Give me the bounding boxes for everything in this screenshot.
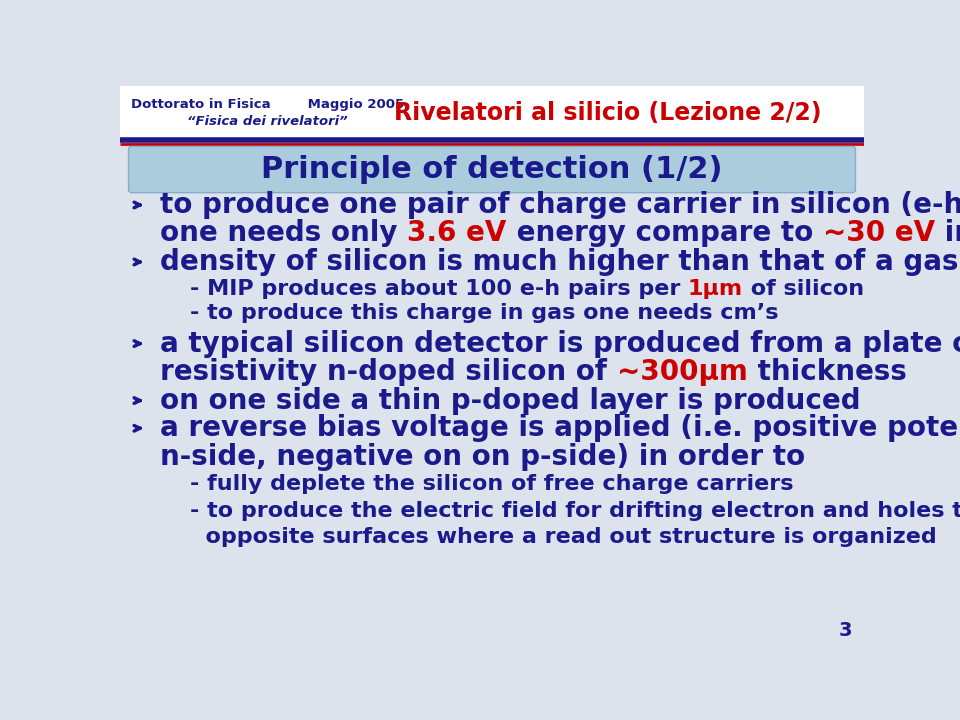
Text: 1μm: 1μm [688,279,743,299]
Text: on one side a thin p-doped layer is produced: on one side a thin p-doped layer is prod… [160,387,861,415]
Text: ~30 eV: ~30 eV [823,220,935,248]
Text: - to produce the electric field for drifting electron and holes to: - to produce the electric field for drif… [190,500,960,521]
Text: a reverse bias voltage is applied (i.e. positive potential on: a reverse bias voltage is applied (i.e. … [160,414,960,442]
Text: one needs only: one needs only [160,220,407,248]
Text: n-side, negative on on p-side) in order to: n-side, negative on on p-side) in order … [160,443,805,471]
Text: 3.6 eV: 3.6 eV [407,220,507,248]
Text: 3: 3 [839,621,852,639]
Text: - fully deplete the silicon of free charge carriers: - fully deplete the silicon of free char… [190,474,793,495]
Text: thickness: thickness [748,358,906,386]
Text: of silicon: of silicon [743,279,864,299]
Text: opposite surfaces where a read out structure is organized: opposite surfaces where a read out struc… [190,527,937,546]
Text: resistivity n-doped silicon of: resistivity n-doped silicon of [160,358,617,386]
Text: energy compare to: energy compare to [507,220,823,248]
Text: Dottorato in Fisica        Maggio 2005: Dottorato in Fisica Maggio 2005 [131,99,404,112]
Text: in a gas: in a gas [935,220,960,248]
Text: to produce one pair of charge carrier in silicon (e-h pair): to produce one pair of charge carrier in… [160,191,960,219]
Text: - MIP produces about 100 e-h pairs per: - MIP produces about 100 e-h pairs per [190,279,688,299]
Text: “Fisica dei rivelatori”: “Fisica dei rivelatori” [187,115,348,128]
Text: - to produce this charge in gas one needs cm’s: - to produce this charge in gas one need… [190,303,779,323]
Text: a typical silicon detector is produced from a plate of high: a typical silicon detector is produced f… [160,330,960,358]
Text: density of silicon is much higher than that of a gas: density of silicon is much higher than t… [160,248,959,276]
FancyBboxPatch shape [129,146,855,193]
Text: ~300μm: ~300μm [617,358,748,386]
Text: Principle of detection (1/2): Principle of detection (1/2) [261,155,723,184]
Text: Rivelatori al silicio (Lezione 2/2): Rivelatori al silicio (Lezione 2/2) [395,101,822,125]
Bar [120,86,864,139]
